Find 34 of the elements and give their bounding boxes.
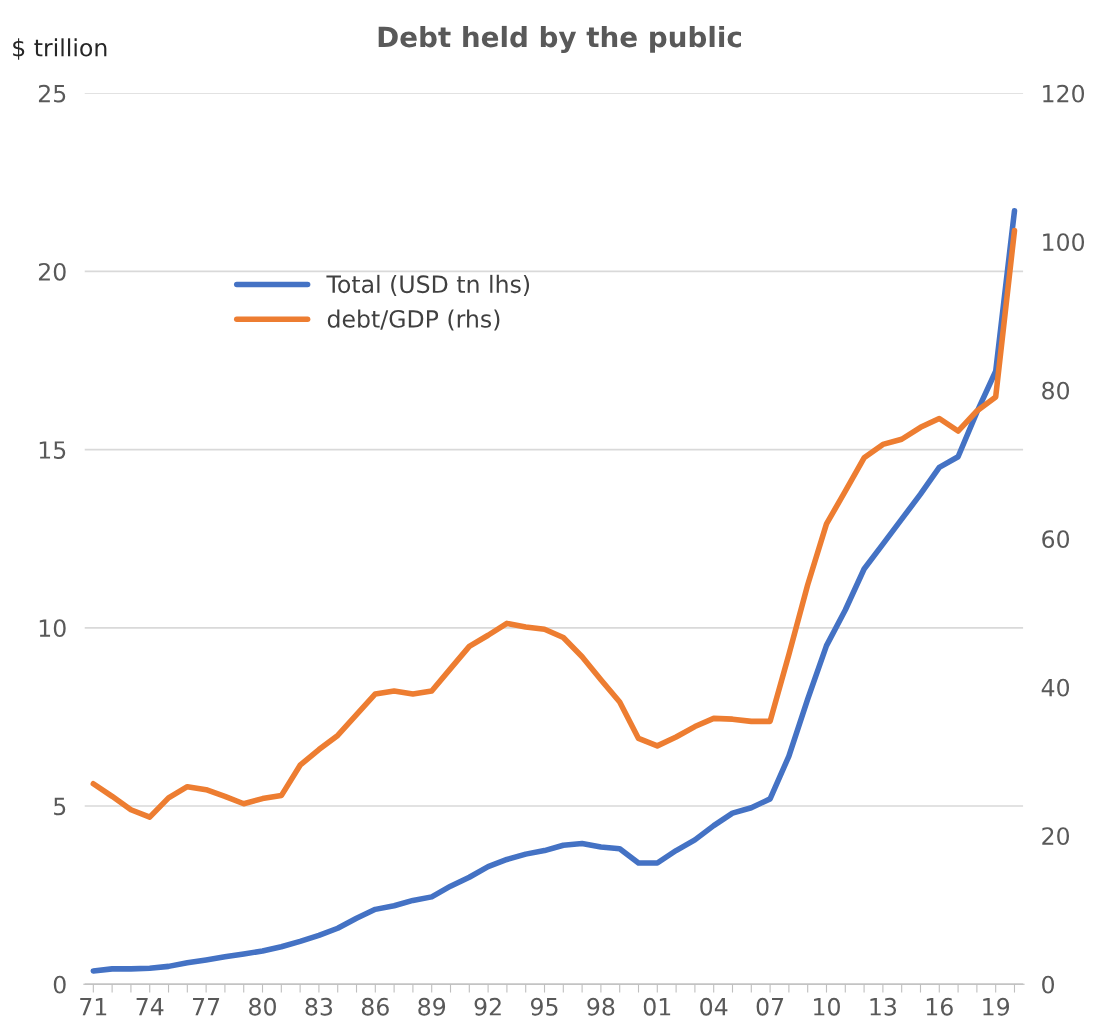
x-tick-label: 19 [983, 997, 1010, 1016]
y-tick-label: 10 [39, 619, 66, 638]
y2-tick-label: 20 [1042, 827, 1070, 846]
x-tick-label: 71 [80, 998, 107, 1016]
chart-title: Debt held by the public [378, 25, 741, 53]
y-tick-label: 15 [39, 441, 66, 459]
x-tick-label: 80 [249, 997, 276, 1016]
legend-label: Total (USD tn lhs) [326, 274, 530, 296]
x-tick-label: 92 [474, 997, 501, 1016]
y2-tick-label: 80 [1042, 381, 1070, 400]
y2-tick-label: 0 [1042, 975, 1055, 994]
y-tick-label: 5 [54, 797, 66, 816]
y-tick-label: 25 [38, 84, 66, 103]
y-axis-title: $ trillion [13, 38, 107, 60]
x-tick-label: 86 [361, 997, 389, 1016]
y-tick-label: 20 [38, 262, 66, 281]
x-tick-label: 77 [193, 998, 220, 1016]
x-tick-label: 95 [530, 997, 558, 1016]
y2-tick-label: 60 [1042, 530, 1070, 549]
y2-tick-label: 100 [1043, 233, 1085, 252]
x-tick-label: 04 [700, 997, 728, 1016]
y2-tick-label: 120 [1043, 84, 1085, 103]
y-tick-label: 0 [53, 975, 66, 994]
x-tick-label: 13 [870, 997, 897, 1016]
legend-label: debt/GDP (rhs) [327, 309, 500, 331]
x-tick-label: 74 [136, 998, 164, 1016]
x-tick-label: 98 [587, 997, 615, 1016]
x-tick-label: 10 [814, 997, 840, 1016]
y2-tick-label: 40 [1041, 678, 1070, 697]
x-tick-label: 01 [643, 997, 671, 1016]
x-tick-label: 89 [418, 997, 446, 1016]
x-tick-label: 83 [305, 997, 333, 1016]
x-tick-label: 07 [756, 997, 784, 1016]
x-tick-label: 16 [926, 997, 953, 1016]
